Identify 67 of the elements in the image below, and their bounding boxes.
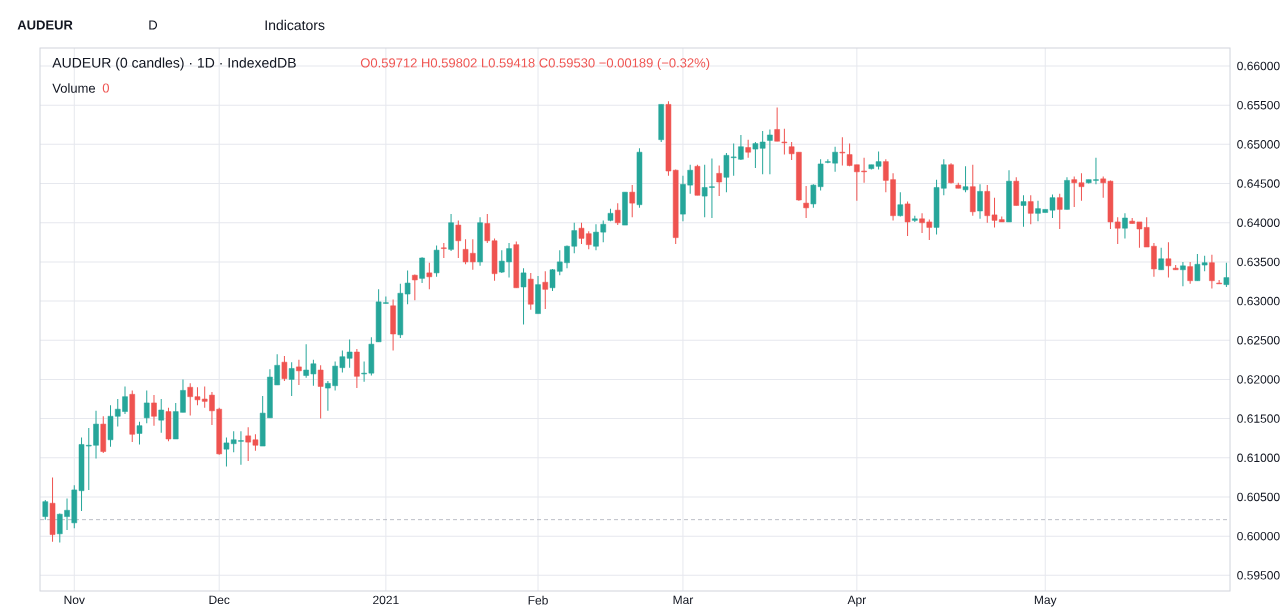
x-tick-label: Feb bbox=[528, 595, 548, 605]
y-tick-label: 0.59500 bbox=[1237, 571, 1280, 580]
candlestick bbox=[962, 165, 969, 193]
candlestick bbox=[281, 355, 288, 382]
x-tick-label: Dec bbox=[209, 595, 230, 605]
candlestick bbox=[803, 185, 809, 219]
candlestick bbox=[136, 421, 143, 445]
y-tick-label: 0.63500 bbox=[1237, 257, 1280, 267]
candlestick bbox=[629, 184, 635, 218]
candlestick bbox=[455, 219, 462, 259]
text: AUDEUR (0 candles) · 1D · IndexedDB bbox=[52, 57, 296, 71]
y-tick-label: 0.64500 bbox=[1237, 179, 1280, 188]
x-tick-label: 2021 bbox=[373, 595, 399, 605]
candlestick bbox=[716, 165, 722, 197]
candlestick bbox=[520, 267, 527, 326]
candlestick bbox=[143, 389, 150, 424]
candlestick bbox=[296, 359, 302, 386]
candlestick bbox=[1216, 279, 1222, 285]
x-tick-label: Mar bbox=[673, 595, 694, 605]
text: O0.59712 H0.59802 L0.59418 C0.59530 −0.00189 (−0.32%) bbox=[360, 57, 710, 71]
candlestick bbox=[1180, 261, 1186, 287]
candlestick bbox=[288, 361, 295, 397]
candlestick bbox=[42, 499, 49, 521]
text: Indicators bbox=[265, 19, 325, 31]
candlestick bbox=[412, 273, 418, 301]
candlestick bbox=[1223, 262, 1230, 288]
candlestick bbox=[1020, 194, 1027, 228]
y-tick-label: 0.63000 bbox=[1237, 296, 1280, 306]
candlestick bbox=[542, 270, 549, 310]
candlestick bbox=[419, 256, 425, 284]
y-tick-label: 0.61000 bbox=[1237, 453, 1280, 463]
y-tick-label: 0.62500 bbox=[1237, 336, 1280, 345]
annotation: 0 bbox=[102, 83, 110, 93]
text: AUDEUR bbox=[17, 20, 73, 30]
candlestick bbox=[1165, 241, 1172, 279]
y-tick-label: 0.65000 bbox=[1237, 140, 1280, 149]
candlestick bbox=[433, 244, 440, 278]
y-tick-label: 0.61500 bbox=[1237, 414, 1280, 423]
candlestick bbox=[1122, 212, 1128, 239]
y-tick-label: 0.65500 bbox=[1237, 100, 1280, 110]
candlestick bbox=[1027, 194, 1034, 225]
candlestick bbox=[948, 162, 954, 185]
candlestick bbox=[745, 139, 751, 159]
y-tick-label: 0.60500 bbox=[1237, 492, 1280, 502]
candlestick bbox=[317, 364, 324, 420]
candlestick bbox=[1056, 193, 1063, 230]
candlestick bbox=[614, 202, 621, 226]
annotation: Volume bbox=[52, 83, 96, 93]
candlestick bbox=[904, 201, 911, 237]
candlestick bbox=[839, 136, 846, 167]
candlestick bbox=[426, 262, 433, 290]
y-tick-label: 0.64000 bbox=[1237, 218, 1280, 227]
x-tick-label: Nov bbox=[64, 595, 85, 605]
y-tick-label: 0.60000 bbox=[1237, 531, 1280, 541]
candlestick bbox=[158, 398, 164, 434]
y-tick-label: 0.62000 bbox=[1237, 375, 1280, 384]
candlestick bbox=[151, 394, 157, 427]
candlestick bbox=[897, 191, 904, 217]
candlestick bbox=[1209, 254, 1215, 290]
x-tick-label: May bbox=[1034, 595, 1057, 607]
text: D bbox=[149, 20, 158, 30]
candlestick bbox=[767, 128, 773, 175]
candlestick bbox=[1187, 261, 1193, 285]
x-tick-label: Apr bbox=[847, 595, 866, 607]
y-tick-label: 0.66000 bbox=[1237, 61, 1280, 71]
candlestick bbox=[977, 183, 983, 220]
candlestick bbox=[1158, 247, 1164, 271]
